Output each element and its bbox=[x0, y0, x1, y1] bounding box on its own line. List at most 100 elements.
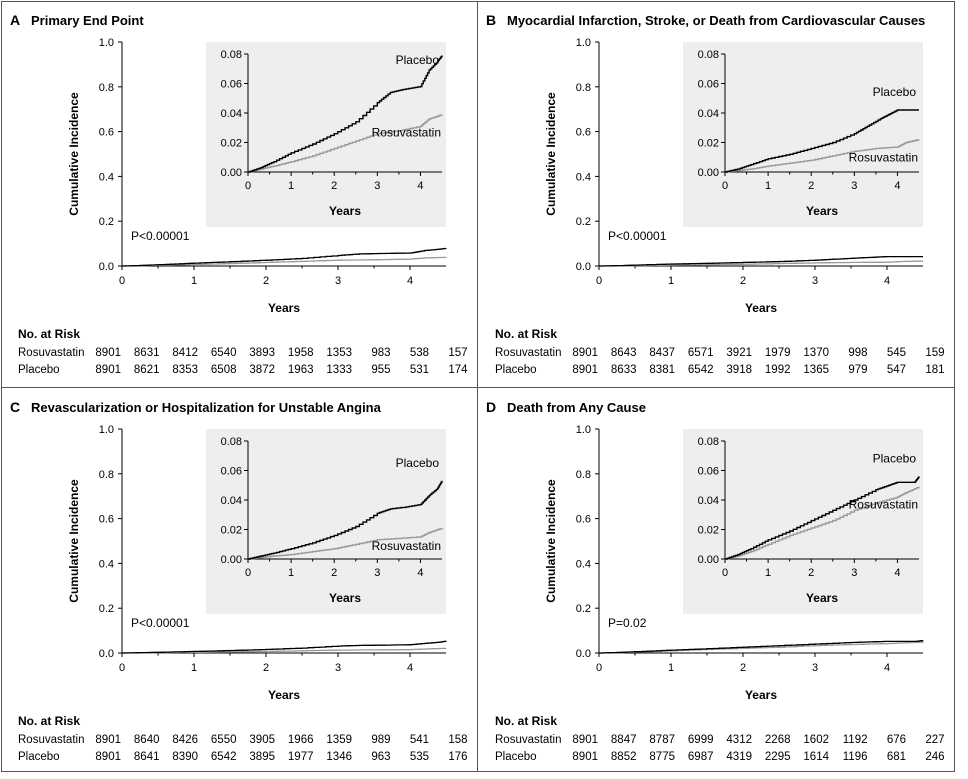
y-tick-label: 1.0 bbox=[99, 37, 114, 49]
y-tick-label: 0.8 bbox=[99, 469, 114, 481]
risk-cell: 8901 bbox=[572, 734, 598, 746]
inset-x-tick-label: 3 bbox=[851, 180, 857, 192]
inset-x-tick-label: 3 bbox=[374, 180, 380, 192]
inset-y-tick-label: 0.02 bbox=[698, 525, 719, 537]
x-tick-label: 1 bbox=[191, 662, 197, 674]
inset-x-axis-label: Years bbox=[329, 591, 361, 605]
risk-cell: 1966 bbox=[288, 734, 314, 746]
x-tick-label: 2 bbox=[263, 662, 269, 674]
risk-cell: 1365 bbox=[803, 364, 829, 376]
risk-cell: 8787 bbox=[649, 734, 675, 746]
risk-cell: 983 bbox=[371, 347, 390, 359]
risk-cell: 8901 bbox=[572, 751, 598, 763]
risk-cell: 8901 bbox=[95, 347, 121, 359]
inset-label-placebo: Placebo bbox=[873, 85, 917, 99]
y-tick-label: 0.4 bbox=[576, 171, 591, 183]
risk-cell: 8641 bbox=[134, 751, 160, 763]
inset-label-rosuvastatin: Rosuvastatin bbox=[372, 539, 441, 553]
panel-letter: A bbox=[10, 12, 20, 28]
risk-cell: 8901 bbox=[95, 364, 121, 376]
inset-x-axis-label: Years bbox=[806, 204, 838, 218]
panel-c: C Revascularization or Hospitalization f… bbox=[10, 399, 468, 763]
risk-cell: 547 bbox=[887, 364, 906, 376]
risk-cell: 8381 bbox=[649, 364, 675, 376]
risk-row-label: Rosuvastatin bbox=[18, 347, 84, 359]
inset-label-rosuvastatin: Rosuvastatin bbox=[849, 151, 918, 165]
p-value: P<0.00001 bbox=[131, 229, 190, 243]
risk-cell: 3921 bbox=[726, 347, 752, 359]
x-tick-label: 0 bbox=[119, 662, 125, 674]
x-tick-label: 1 bbox=[668, 275, 674, 287]
risk-cell: 174 bbox=[448, 364, 468, 376]
y-tick-label: 0.6 bbox=[576, 514, 591, 526]
y-tick-label: 0.2 bbox=[99, 216, 114, 228]
x-tick-label: 4 bbox=[407, 662, 413, 674]
series-line-placebo bbox=[122, 640, 447, 654]
inset-y-tick-label: 0.08 bbox=[221, 49, 242, 61]
series-line-placebo bbox=[599, 639, 924, 654]
inset-label-placebo: Placebo bbox=[873, 451, 917, 465]
risk-row-label: Rosuvastatin bbox=[495, 347, 561, 359]
risk-row-label: Placebo bbox=[495, 751, 537, 763]
inset-label-rosuvastatin: Rosuvastatin bbox=[849, 498, 918, 512]
inset-series-line-placebo bbox=[725, 476, 920, 560]
panel-b: B Myocardial Infarction, Stroke, or Deat… bbox=[486, 12, 945, 376]
inset-x-tick-label: 4 bbox=[417, 567, 423, 579]
x-axis-label: Years bbox=[268, 688, 300, 702]
risk-cell: 8437 bbox=[649, 347, 675, 359]
inset-x-tick-label: 3 bbox=[851, 567, 857, 579]
risk-cell: 6999 bbox=[688, 734, 714, 746]
risk-cell: 227 bbox=[925, 734, 944, 746]
y-axis-label: Cumulative Incidence bbox=[544, 92, 558, 216]
inset-y-tick-label: 0.04 bbox=[221, 495, 242, 507]
y-tick-label: 0.4 bbox=[99, 558, 114, 570]
inset-y-tick-label: 0.04 bbox=[698, 495, 719, 507]
risk-cell: 8847 bbox=[611, 734, 637, 746]
x-tick-label: 2 bbox=[740, 662, 746, 674]
risk-cell: 246 bbox=[925, 751, 944, 763]
inset-x-axis-label: Years bbox=[329, 204, 361, 218]
inset-x-tick-label: 1 bbox=[765, 567, 771, 579]
risk-cell: 8852 bbox=[611, 751, 637, 763]
y-tick-label: 0.6 bbox=[99, 127, 114, 139]
risk-cell: 1370 bbox=[803, 347, 829, 359]
inset-y-tick-label: 0.02 bbox=[221, 525, 242, 537]
risk-cell: 1958 bbox=[288, 347, 314, 359]
risk-cell: 8633 bbox=[611, 364, 637, 376]
y-tick-label: 0.8 bbox=[99, 82, 114, 94]
risk-row-label: Rosuvastatin bbox=[495, 734, 561, 746]
series-line-rosuvastatin bbox=[122, 256, 447, 267]
y-tick-label: 0.6 bbox=[576, 127, 591, 139]
y-axis-label: Cumulative Incidence bbox=[67, 92, 81, 216]
inset-x-tick-label: 0 bbox=[722, 567, 728, 579]
inset-y-tick-label: 0.06 bbox=[698, 79, 719, 91]
risk-cell: 1353 bbox=[326, 347, 352, 359]
inset-y-tick-label: 0.02 bbox=[221, 138, 242, 150]
p-value: P<0.00001 bbox=[131, 616, 190, 630]
inset-x-tick-label: 1 bbox=[288, 567, 294, 579]
inset-y-tick-label: 0.02 bbox=[698, 138, 719, 150]
risk-cell: 979 bbox=[848, 364, 867, 376]
inset-x-tick-label: 1 bbox=[765, 180, 771, 192]
inset-y-tick-label: 0.00 bbox=[221, 554, 242, 566]
y-tick-label: 0.0 bbox=[576, 648, 591, 660]
risk-cell: 541 bbox=[410, 734, 429, 746]
risk-row-label: Placebo bbox=[18, 364, 60, 376]
risk-cell: 1333 bbox=[326, 364, 352, 376]
risk-cell: 3895 bbox=[249, 751, 275, 763]
risk-cell: 1963 bbox=[288, 364, 314, 376]
risk-cell: 8901 bbox=[572, 364, 598, 376]
risk-cell: 8426 bbox=[172, 734, 198, 746]
risk-table-header: No. at Risk bbox=[18, 327, 80, 341]
risk-cell: 538 bbox=[410, 347, 429, 359]
x-tick-label: 4 bbox=[407, 275, 413, 287]
inset-y-tick-label: 0.06 bbox=[698, 466, 719, 478]
inset-y-tick-label: 0.00 bbox=[221, 167, 242, 179]
inset-x-tick-label: 1 bbox=[288, 180, 294, 192]
risk-cell: 157 bbox=[448, 347, 467, 359]
risk-cell: 1192 bbox=[843, 734, 868, 746]
risk-cell: 6550 bbox=[211, 734, 237, 746]
inset-x-tick-label: 0 bbox=[245, 180, 251, 192]
x-tick-label: 4 bbox=[884, 662, 890, 674]
p-value: P<0.00001 bbox=[608, 229, 667, 243]
